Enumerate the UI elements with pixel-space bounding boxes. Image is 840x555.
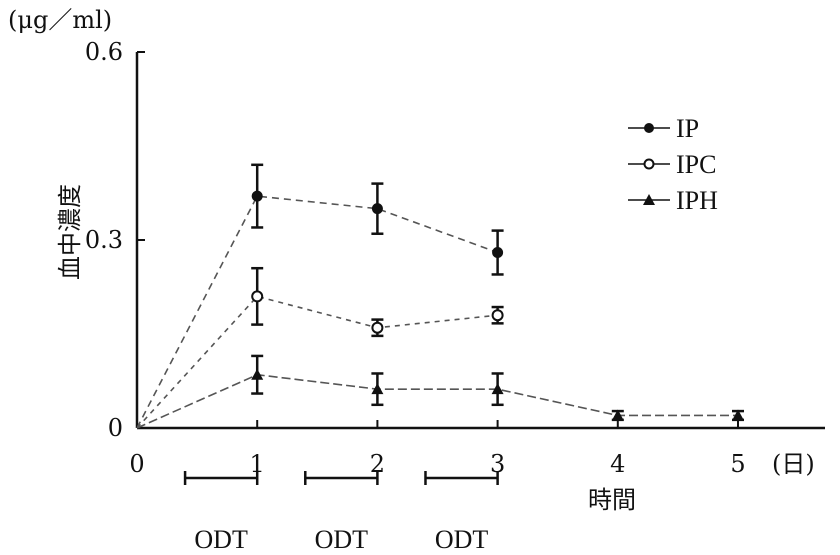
data-point bbox=[251, 290, 264, 303]
legend-marker bbox=[643, 158, 655, 170]
data-point bbox=[251, 368, 264, 380]
series-line bbox=[136, 195, 498, 429]
data-point bbox=[371, 203, 383, 215]
x-tick-label: 5 bbox=[730, 450, 745, 478]
y-ticks: 0 0.3 0.6 bbox=[85, 38, 145, 442]
y-tick-label: 0.3 bbox=[85, 226, 123, 254]
legend-item-iph: IPH bbox=[628, 186, 718, 215]
legend-label: IPC bbox=[676, 150, 716, 179]
series-line bbox=[136, 295, 498, 429]
data-point bbox=[491, 309, 504, 322]
x-tick-label: 3 bbox=[490, 450, 505, 478]
y-axis-title: 血中濃度 bbox=[56, 184, 84, 280]
odt-period: ODT bbox=[304, 471, 379, 554]
legend-item-ipc: IPC bbox=[628, 150, 716, 179]
data-point bbox=[371, 321, 384, 334]
series-iph bbox=[136, 354, 744, 429]
legend-label: IPH bbox=[676, 186, 718, 215]
data-point bbox=[491, 383, 504, 395]
y-tick-label: 0 bbox=[108, 414, 123, 442]
x-axis-title: 時間 bbox=[588, 486, 636, 514]
odt-period: ODT bbox=[424, 471, 499, 554]
series-line bbox=[136, 373, 738, 429]
odt-label: ODT bbox=[315, 525, 369, 554]
x-ticks: 0 1 2 3 4 5 bbox=[129, 420, 746, 478]
legend-label: IP bbox=[676, 114, 699, 143]
series-layer bbox=[136, 163, 744, 429]
odt-periods: ODT ODT ODT bbox=[183, 471, 499, 554]
data-point bbox=[732, 409, 744, 421]
data-point bbox=[251, 190, 263, 202]
x-tick-label: 0 bbox=[129, 450, 144, 478]
y-unit-label: (μg／ml) bbox=[8, 6, 112, 34]
legend-marker bbox=[643, 194, 655, 205]
data-point bbox=[371, 383, 384, 395]
data-point bbox=[492, 247, 504, 259]
x-tick-label: 2 bbox=[370, 450, 385, 478]
legend-item-ip: IP bbox=[628, 114, 699, 143]
x-tick-label: 4 bbox=[610, 450, 625, 478]
x-unit-label: (日) bbox=[772, 450, 815, 478]
odt-period: ODT bbox=[183, 471, 259, 554]
odt-label: ODT bbox=[435, 525, 489, 554]
odt-label: ODT bbox=[194, 525, 248, 554]
legend-marker bbox=[644, 123, 654, 133]
y-tick-label: 0.6 bbox=[85, 38, 123, 66]
series-ipc bbox=[136, 266, 504, 429]
x-tick-label: 1 bbox=[250, 450, 265, 478]
legend: IP IPC IPH bbox=[628, 114, 718, 215]
data-point bbox=[611, 409, 624, 421]
series-ip bbox=[136, 163, 504, 429]
